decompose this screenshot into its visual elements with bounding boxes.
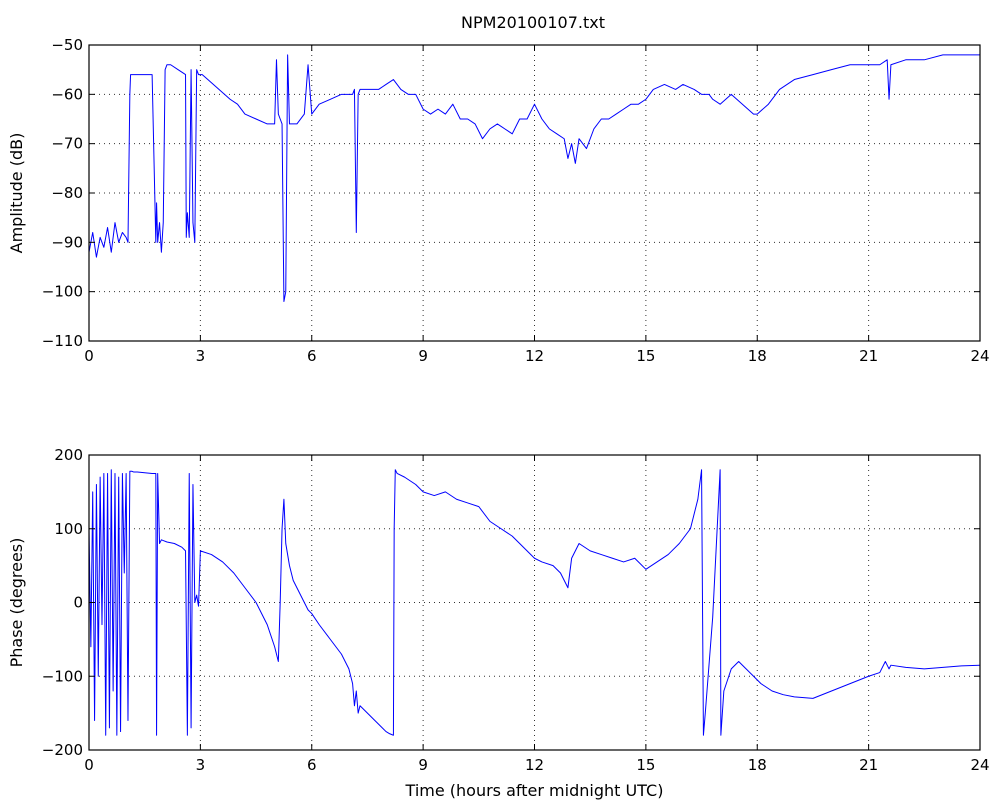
chart-title: NPM20100107.txt <box>461 13 605 32</box>
phase-ytick-label: −200 <box>42 741 83 759</box>
phase-xtick-label: 12 <box>525 756 544 774</box>
phase-ytick-label: 200 <box>54 446 83 464</box>
amplitude-xtick-label: 6 <box>307 347 317 365</box>
phase-xtick-label: 21 <box>859 756 878 774</box>
amplitude-panel: 0 3 6 9 12 15 18 21 24 −110 −100 −90 −80 −70 −60 −50 Amp… <box>7 36 990 365</box>
phase-xtick-label: 18 <box>748 756 767 774</box>
amplitude-ytick-label: −60 <box>51 85 83 103</box>
phase-xtick-label: 0 <box>84 756 94 774</box>
amplitude-ytick-label: −90 <box>51 233 83 251</box>
phase-xtick-label: 3 <box>196 756 206 774</box>
phase-xtick-label: 15 <box>636 756 655 774</box>
phase-ytick-label: 0 <box>73 594 83 612</box>
amplitude-xtick-label: 0 <box>84 347 94 365</box>
amplitude-xtick-label: 18 <box>748 347 767 365</box>
phase-xtick-label: 9 <box>418 756 428 774</box>
amplitude-ytick-label: −100 <box>42 283 83 301</box>
phase-ytick-label: −100 <box>42 667 83 685</box>
phase-ylabel: Phase (degrees) <box>7 538 26 668</box>
amplitude-ylabel: Amplitude (dB) <box>7 133 26 254</box>
phase-series-line <box>89 469 980 736</box>
phase-xtick-label: 6 <box>307 756 317 774</box>
phase-panel: 0 3 6 9 12 15 18 21 24 −200 −100 0 100 200 Phase (degr… <box>7 446 990 800</box>
amplitude-xtick-label: 12 <box>525 347 544 365</box>
amplitude-ytick-label: −70 <box>51 135 83 153</box>
amplitude-xtick-label: 15 <box>636 347 655 365</box>
amplitude-xtick-label: 9 <box>418 347 428 365</box>
amplitude-xtick-label: 21 <box>859 347 878 365</box>
amplitude-ytick-label: −110 <box>42 332 83 350</box>
phase-ytick-label: 100 <box>54 520 83 538</box>
phase-xtick-label: 24 <box>970 756 989 774</box>
amplitude-xtick-label: 3 <box>196 347 206 365</box>
amplitude-ytick-label: −80 <box>51 184 83 202</box>
amplitude-series-line <box>89 54 980 303</box>
amplitude-ytick-label: −50 <box>51 36 83 54</box>
phase-xlabel: Time (hours after midnight UTC) <box>405 781 664 800</box>
amplitude-xtick-label: 24 <box>970 347 989 365</box>
